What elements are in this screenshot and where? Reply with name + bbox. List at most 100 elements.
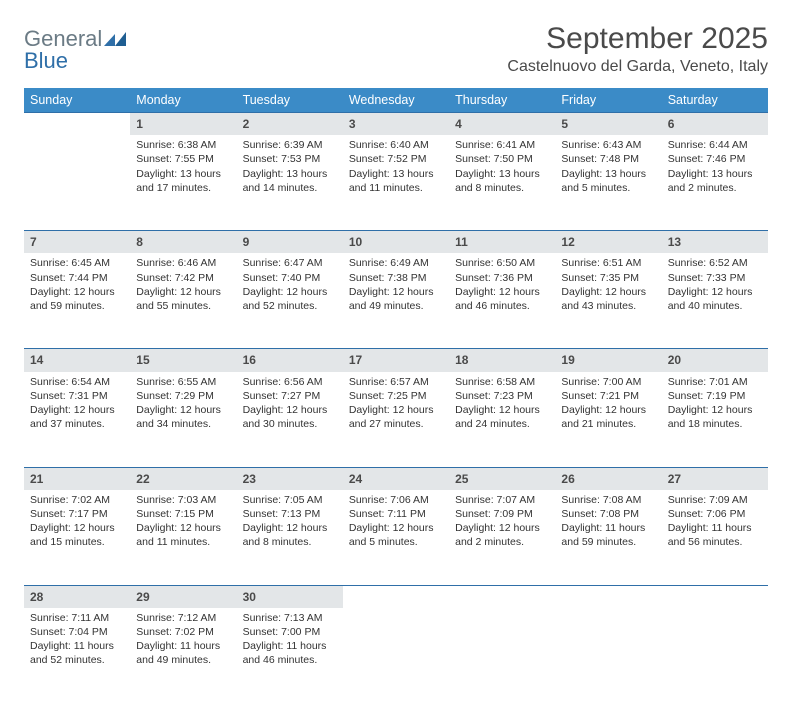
sunset-text: Sunset: 7:17 PM (30, 507, 124, 521)
weekday-header: Tuesday (237, 88, 343, 113)
day-number: 15 (130, 349, 236, 372)
sunrise-text: Sunrise: 7:11 AM (30, 611, 124, 625)
daylight-text: Daylight: 12 hours (30, 403, 124, 417)
daylight-text: Daylight: 12 hours (455, 285, 549, 299)
sunset-text: Sunset: 7:04 PM (30, 625, 124, 639)
day-info: Sunrise: 6:52 AMSunset: 7:33 PMDaylight:… (668, 256, 762, 313)
daylight-text: Daylight: 12 hours (668, 403, 762, 417)
daylight-text: and 8 minutes. (243, 535, 337, 549)
empty-cell (449, 585, 555, 608)
daylight-text: Daylight: 12 hours (243, 521, 337, 535)
day-info: Sunrise: 6:51 AMSunset: 7:35 PMDaylight:… (561, 256, 655, 313)
daylight-text: and 5 minutes. (561, 181, 655, 195)
daylight-text: Daylight: 12 hours (243, 403, 337, 417)
day-info: Sunrise: 6:50 AMSunset: 7:36 PMDaylight:… (455, 256, 549, 313)
empty-cell (343, 585, 449, 608)
day-number: 28 (24, 585, 130, 608)
calendar-table: Sunday Monday Tuesday Wednesday Thursday… (24, 88, 768, 703)
day-cell: Sunrise: 6:52 AMSunset: 7:33 PMDaylight:… (662, 253, 768, 349)
sunset-text: Sunset: 7:08 PM (561, 507, 655, 521)
day-info: Sunrise: 7:07 AMSunset: 7:09 PMDaylight:… (455, 493, 549, 550)
daylight-text: and 46 minutes. (455, 299, 549, 313)
day-info: Sunrise: 6:44 AMSunset: 7:46 PMDaylight:… (668, 138, 762, 195)
daylight-text: and 30 minutes. (243, 417, 337, 431)
daylight-text: Daylight: 12 hours (349, 285, 443, 299)
day-cell: Sunrise: 7:08 AMSunset: 7:08 PMDaylight:… (555, 490, 661, 586)
sunset-text: Sunset: 7:33 PM (668, 271, 762, 285)
day-number: 4 (449, 113, 555, 136)
daylight-text: and 24 minutes. (455, 417, 549, 431)
empty-cell (449, 608, 555, 703)
day-number: 1 (130, 113, 236, 136)
sunset-text: Sunset: 7:42 PM (136, 271, 230, 285)
sunrise-text: Sunrise: 7:09 AM (668, 493, 762, 507)
sunrise-text: Sunrise: 6:49 AM (349, 256, 443, 270)
day-number: 21 (24, 467, 130, 490)
day-info: Sunrise: 6:54 AMSunset: 7:31 PMDaylight:… (30, 375, 124, 432)
day-info: Sunrise: 6:46 AMSunset: 7:42 PMDaylight:… (136, 256, 230, 313)
daylight-text: Daylight: 11 hours (30, 639, 124, 653)
daylight-text: and 5 minutes. (349, 535, 443, 549)
daylight-text: and 2 minutes. (668, 181, 762, 195)
sunrise-text: Sunrise: 7:03 AM (136, 493, 230, 507)
daylight-text: and 40 minutes. (668, 299, 762, 313)
day-info: Sunrise: 7:00 AMSunset: 7:21 PMDaylight:… (561, 375, 655, 432)
day-info: Sunrise: 7:02 AMSunset: 7:17 PMDaylight:… (30, 493, 124, 550)
daylight-text: Daylight: 11 hours (668, 521, 762, 535)
sunset-text: Sunset: 7:52 PM (349, 152, 443, 166)
sunrise-text: Sunrise: 7:13 AM (243, 611, 337, 625)
day-cell: Sunrise: 6:56 AMSunset: 7:27 PMDaylight:… (237, 372, 343, 468)
daylight-text: Daylight: 13 hours (243, 167, 337, 181)
daylight-text: and 59 minutes. (561, 535, 655, 549)
daylight-text: and 11 minutes. (136, 535, 230, 549)
day-cell: Sunrise: 6:45 AMSunset: 7:44 PMDaylight:… (24, 253, 130, 349)
sunset-text: Sunset: 7:11 PM (349, 507, 443, 521)
header: General Blue September 2025 Castelnuovo … (24, 18, 768, 82)
sunset-text: Sunset: 7:48 PM (561, 152, 655, 166)
daylight-text: and 43 minutes. (561, 299, 655, 313)
sunrise-text: Sunrise: 7:08 AM (561, 493, 655, 507)
day-number: 16 (237, 349, 343, 372)
sunset-text: Sunset: 7:06 PM (668, 507, 762, 521)
daylight-text: Daylight: 12 hours (561, 403, 655, 417)
sunset-text: Sunset: 7:02 PM (136, 625, 230, 639)
daylight-text: and 46 minutes. (243, 653, 337, 667)
daylight-text: and 37 minutes. (30, 417, 124, 431)
content-row: Sunrise: 7:11 AMSunset: 7:04 PMDaylight:… (24, 608, 768, 703)
daylight-text: and 11 minutes. (349, 181, 443, 195)
day-number: 12 (555, 231, 661, 254)
daylight-text: Daylight: 12 hours (349, 403, 443, 417)
day-number: 2 (237, 113, 343, 136)
day-info: Sunrise: 6:55 AMSunset: 7:29 PMDaylight:… (136, 375, 230, 432)
day-number: 24 (343, 467, 449, 490)
day-cell: Sunrise: 7:05 AMSunset: 7:13 PMDaylight:… (237, 490, 343, 586)
day-info: Sunrise: 6:41 AMSunset: 7:50 PMDaylight:… (455, 138, 549, 195)
daylight-text: Daylight: 11 hours (136, 639, 230, 653)
sunrise-text: Sunrise: 6:57 AM (349, 375, 443, 389)
daylight-text: Daylight: 12 hours (136, 285, 230, 299)
logo-text: General Blue (24, 28, 126, 72)
day-number: 29 (130, 585, 236, 608)
empty-cell (662, 608, 768, 703)
empty-cell (24, 113, 130, 136)
day-cell: Sunrise: 6:58 AMSunset: 7:23 PMDaylight:… (449, 372, 555, 468)
sunrise-text: Sunrise: 6:41 AM (455, 138, 549, 152)
daylight-text: and 52 minutes. (30, 653, 124, 667)
daylight-text: and 21 minutes. (561, 417, 655, 431)
sunset-text: Sunset: 7:38 PM (349, 271, 443, 285)
daylight-text: and 52 minutes. (243, 299, 337, 313)
daylight-text: Daylight: 11 hours (561, 521, 655, 535)
day-number: 18 (449, 349, 555, 372)
day-number: 22 (130, 467, 236, 490)
daylight-text: Daylight: 12 hours (136, 403, 230, 417)
day-number: 27 (662, 467, 768, 490)
day-cell: Sunrise: 6:40 AMSunset: 7:52 PMDaylight:… (343, 135, 449, 231)
day-info: Sunrise: 6:56 AMSunset: 7:27 PMDaylight:… (243, 375, 337, 432)
daylight-text: and 55 minutes. (136, 299, 230, 313)
sunrise-text: Sunrise: 6:46 AM (136, 256, 230, 270)
sunrise-text: Sunrise: 6:58 AM (455, 375, 549, 389)
day-number: 11 (449, 231, 555, 254)
sunset-text: Sunset: 7:27 PM (243, 389, 337, 403)
sunset-text: Sunset: 7:40 PM (243, 271, 337, 285)
daylight-text: and 56 minutes. (668, 535, 762, 549)
